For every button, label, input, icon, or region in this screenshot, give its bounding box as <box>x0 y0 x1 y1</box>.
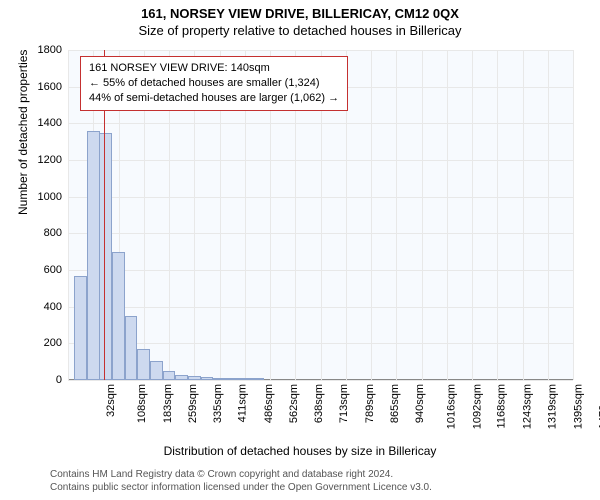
histogram-bar <box>74 276 87 381</box>
x-tick-label: 1092sqm <box>471 384 483 429</box>
histogram-bar <box>99 133 112 381</box>
x-tick-label: 1016sqm <box>446 384 458 429</box>
x-tick-label: 108sqm <box>136 384 148 423</box>
y-tick-label: 1000 <box>38 191 68 203</box>
histogram-bar <box>87 131 100 380</box>
grid-line-v <box>548 50 549 380</box>
y-tick-label: 1800 <box>38 44 68 56</box>
x-tick-label: 1395sqm <box>572 384 584 429</box>
x-tick-label: 713sqm <box>338 384 350 423</box>
histogram-bar <box>150 361 163 380</box>
info-line-3: 44% of semi-detached houses are larger (… <box>89 91 339 106</box>
chart-container: 161, NORSEY VIEW DRIVE, BILLERICAY, CM12… <box>0 0 600 500</box>
x-tick-label: 638sqm <box>313 384 325 423</box>
title-main: 161, NORSEY VIEW DRIVE, BILLERICAY, CM12… <box>0 0 600 21</box>
x-tick-label: 1168sqm <box>495 384 507 428</box>
x-tick-label: 335sqm <box>212 384 224 423</box>
histogram-bar <box>188 376 201 380</box>
histogram-bar <box>226 378 239 380</box>
grid-line-v <box>371 50 372 380</box>
grid-line-v <box>472 50 473 380</box>
x-tick-label: 486sqm <box>263 384 275 423</box>
x-tick-label: 562sqm <box>288 384 300 423</box>
histogram-bar <box>125 316 138 380</box>
x-tick-label: 940sqm <box>414 384 426 423</box>
y-tick-label: 1200 <box>38 154 68 166</box>
grid-line-v <box>497 50 498 380</box>
histogram-bar <box>137 349 150 380</box>
histogram-bar <box>163 371 176 380</box>
histogram-bar <box>201 377 214 380</box>
grid-line-v <box>422 50 423 380</box>
title-sub: Size of property relative to detached ho… <box>0 21 600 38</box>
x-tick-label: 411sqm <box>237 384 249 422</box>
footer-line-2: Contains public sector information licen… <box>50 481 590 494</box>
y-tick-label: 0 <box>56 374 68 386</box>
x-tick-label: 1319sqm <box>547 384 559 429</box>
grid-line-h <box>68 380 573 381</box>
y-tick-label: 200 <box>44 337 68 349</box>
grid-line-v <box>68 50 69 380</box>
y-tick-label: 600 <box>44 264 68 276</box>
footer-line-1: Contains HM Land Registry data © Crown c… <box>50 468 590 481</box>
histogram-bar <box>175 375 188 381</box>
y-tick-label: 1400 <box>38 117 68 129</box>
plot-area: 161 NORSEY VIEW DRIVE: 140sqm ← 55% of d… <box>68 50 573 380</box>
grid-line-v <box>573 50 574 380</box>
x-tick-label: 32sqm <box>105 384 117 417</box>
x-axis-label: Distribution of detached houses by size … <box>0 444 600 458</box>
grid-line-v <box>396 50 397 380</box>
y-tick-label: 800 <box>44 227 68 239</box>
histogram-bar <box>251 378 264 380</box>
x-tick-label: 1243sqm <box>521 384 533 429</box>
info-line-1: 161 NORSEY VIEW DRIVE: 140sqm <box>89 61 339 76</box>
x-tick-label: 789sqm <box>364 384 376 423</box>
histogram-bar <box>238 378 251 380</box>
histogram-bar <box>112 252 125 380</box>
info-box: 161 NORSEY VIEW DRIVE: 140sqm ← 55% of d… <box>80 56 348 111</box>
y-tick-label: 1600 <box>38 81 68 93</box>
grid-line-v <box>447 50 448 380</box>
x-tick-label: 865sqm <box>389 384 401 423</box>
grid-line-v <box>523 50 524 380</box>
footer-attribution: Contains HM Land Registry data © Crown c… <box>50 468 590 494</box>
x-tick-label: 183sqm <box>162 384 174 423</box>
histogram-bar <box>213 378 226 380</box>
y-axis-label: Number of detached properties <box>16 50 30 215</box>
info-line-2: ← 55% of detached houses are smaller (1,… <box>89 76 339 91</box>
x-tick-label: 259sqm <box>187 384 199 423</box>
y-tick-label: 400 <box>44 301 68 313</box>
